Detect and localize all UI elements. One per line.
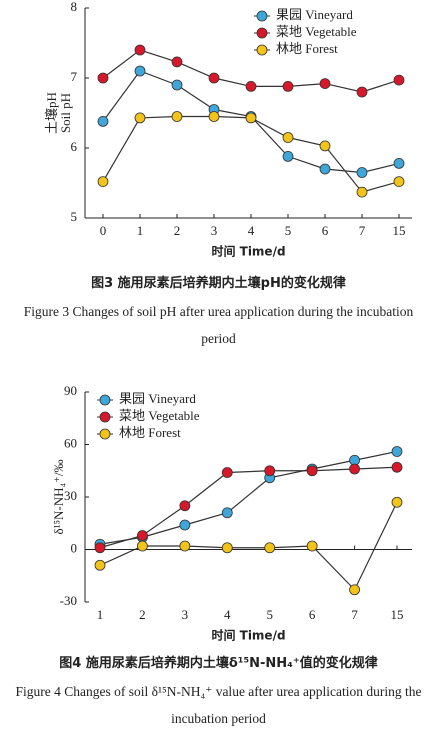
point	[94, 542, 106, 554]
x-tick-label: 4	[224, 607, 231, 622]
legend-label: 果园 Vineyard	[276, 7, 353, 22]
point	[282, 132, 294, 143]
caption-cn: 图4 施用尿素后培养期内土壤δ¹⁵N-NH₄⁺值的变化规律	[59, 656, 378, 671]
point	[97, 72, 109, 84]
point	[245, 112, 257, 124]
caption-cn: 图3 施用尿素后培养期内土壤pH的变化规律	[91, 276, 346, 291]
point	[208, 111, 220, 122]
point	[179, 500, 191, 512]
point	[171, 79, 183, 91]
x-tick-label: 1	[97, 607, 104, 622]
point	[134, 65, 146, 77]
point	[264, 465, 276, 477]
point	[221, 507, 233, 519]
x-tick-label: 7	[351, 607, 358, 622]
point	[171, 111, 183, 122]
x-tick-label: 1	[137, 223, 144, 238]
x-tick-label: 0	[100, 223, 107, 238]
point	[97, 116, 109, 127]
x-tick-label: 5	[285, 223, 292, 238]
point	[306, 540, 318, 552]
point	[282, 81, 294, 92]
x-axis-label: 时间 Time/d	[211, 628, 285, 643]
x-tick-label: 15	[391, 607, 404, 622]
y-tick-label: 8	[71, 0, 78, 14]
x-tick-label: 2	[139, 607, 146, 622]
x-tick-label: 6	[309, 607, 316, 622]
y-tick-label: 30	[64, 488, 77, 503]
point	[306, 465, 318, 477]
point	[391, 461, 403, 473]
point	[179, 540, 191, 552]
y-tick-label: 60	[64, 435, 77, 450]
x-tick-label: 3	[211, 223, 218, 238]
series-line	[99, 466, 398, 549]
x-tick-label: 6	[322, 223, 329, 238]
point	[134, 44, 146, 56]
point	[94, 559, 106, 571]
y-tick-label: 6	[71, 139, 78, 154]
point	[393, 74, 405, 86]
point	[137, 540, 148, 552]
legend-label: 林地 Forest	[119, 425, 181, 440]
y-tick-label: -30	[60, 593, 77, 608]
point	[97, 176, 109, 188]
point	[349, 463, 360, 475]
x-axis-label: 时间 Time/d	[211, 244, 285, 259]
legend-marker	[99, 428, 111, 440]
point	[134, 112, 146, 124]
series-line	[99, 450, 398, 545]
legend-marker	[256, 27, 268, 39]
point	[221, 467, 233, 478]
point	[137, 530, 148, 541]
legend-marker	[99, 394, 111, 406]
legend-label: 果园 Vineyard	[119, 391, 196, 406]
point	[356, 167, 368, 178]
point	[245, 81, 257, 92]
x-tick-label: 3	[182, 607, 189, 622]
y-axis-label: 土壤pH	[44, 92, 59, 134]
point	[393, 176, 405, 188]
point	[356, 86, 368, 98]
point	[319, 78, 331, 89]
y-tick-label: 90	[64, 383, 77, 398]
point	[391, 446, 403, 457]
y-tick-label: 0	[71, 540, 78, 555]
point	[179, 519, 191, 531]
legend-label: 菜地 Vegetable	[276, 24, 357, 39]
point	[349, 584, 360, 596]
y-axis-label: Soil pH	[58, 93, 73, 133]
legend-label: 林地 Forest	[276, 41, 338, 56]
x-tick-label: 7	[359, 223, 366, 238]
point	[282, 150, 294, 162]
y-axis-label: δ¹⁵N-NH₄⁺/‰	[51, 459, 66, 534]
point	[319, 163, 331, 175]
point	[171, 56, 183, 68]
caption-en: Figure 4 Changes of soil δ¹⁵N-NH₄⁺ value…	[15, 684, 422, 726]
y-tick-label: 5	[71, 209, 78, 224]
point	[393, 157, 405, 169]
point	[221, 542, 233, 554]
x-tick-label: 2	[174, 223, 181, 238]
legend-marker	[99, 411, 111, 423]
x-tick-label: 5	[266, 607, 273, 622]
series-line	[102, 115, 400, 193]
caption-en: Figure 3 Changes of soil pH after urea a…	[23, 304, 414, 346]
legend-marker	[256, 44, 268, 56]
legend-label: 菜地 Vegetable	[119, 408, 200, 423]
y-tick-label: 7	[71, 69, 78, 84]
point	[319, 140, 331, 152]
legend-marker	[256, 10, 268, 22]
x-tick-label: 15	[393, 223, 406, 238]
x-tick-label: 4	[248, 223, 255, 238]
point	[264, 542, 276, 554]
series-line	[99, 501, 398, 591]
point	[356, 186, 368, 198]
point	[208, 72, 220, 84]
point	[391, 496, 403, 508]
